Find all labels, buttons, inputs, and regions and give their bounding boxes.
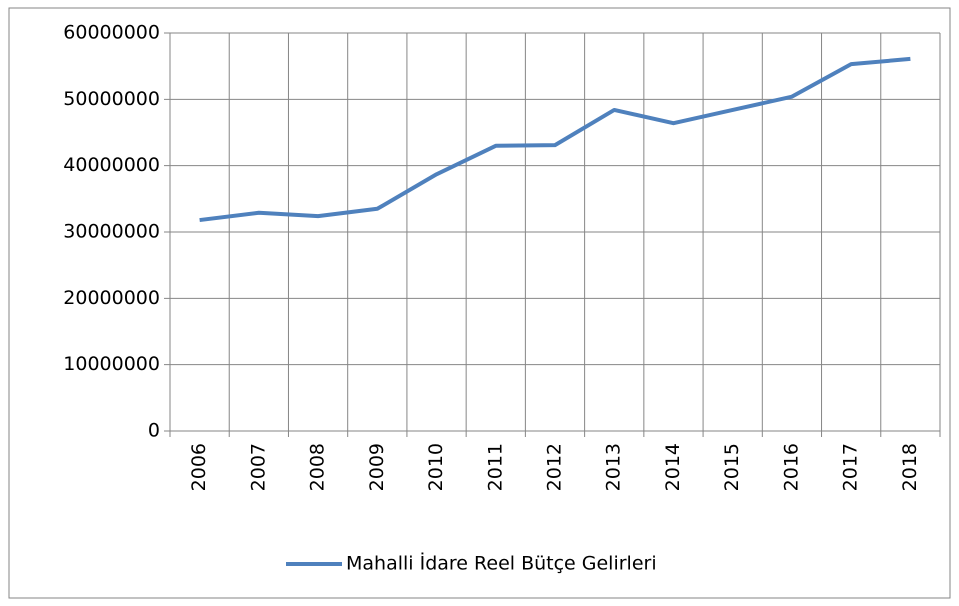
y-tick-label: 40000000 bbox=[63, 154, 160, 176]
legend-label: Mahalli İdare Reel Bütçe Gelirleri bbox=[346, 552, 657, 575]
chart-frame bbox=[8, 7, 951, 599]
y-tick-label: 60000000 bbox=[63, 22, 160, 44]
x-tick-label: 2011 bbox=[484, 443, 506, 491]
y-tick-label: 50000000 bbox=[63, 88, 160, 110]
line-series bbox=[199, 56, 911, 223]
x-tick-label: 2008 bbox=[307, 443, 329, 491]
x-tick-label: 2006 bbox=[188, 443, 210, 491]
x-tick-label: 2015 bbox=[721, 443, 743, 491]
x-tick-label: 2012 bbox=[544, 443, 566, 491]
y-tick-label: 30000000 bbox=[63, 221, 160, 243]
x-tick-label: 2014 bbox=[662, 443, 684, 491]
x-tick-label: 2007 bbox=[247, 443, 269, 491]
y-tick-label: 20000000 bbox=[63, 287, 160, 309]
y-tick-label: 0 bbox=[148, 420, 160, 442]
x-tick-label: 2017 bbox=[840, 443, 862, 491]
y-tick-label: 10000000 bbox=[63, 353, 160, 375]
x-tick-label: 2013 bbox=[603, 443, 625, 491]
x-tick-label: 2009 bbox=[366, 443, 388, 491]
x-tick-label: 2016 bbox=[780, 443, 802, 491]
x-tick-label: 2018 bbox=[899, 443, 921, 491]
x-tick-label: 2010 bbox=[425, 443, 447, 491]
